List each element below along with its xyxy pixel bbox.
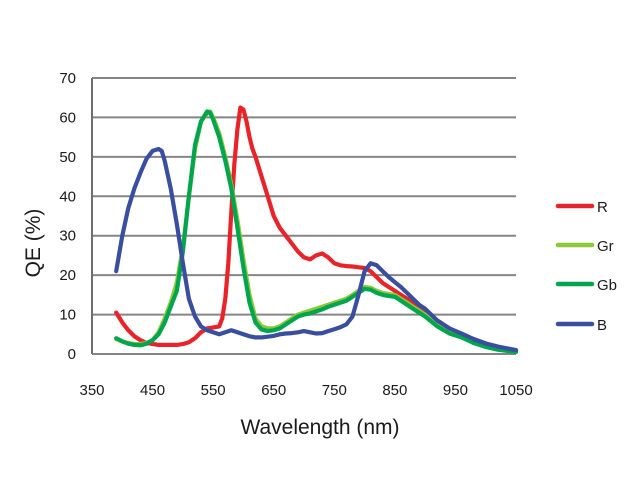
y-tick-label: 0 — [68, 346, 76, 363]
legend-item-gr: Gr — [555, 238, 614, 255]
x-tick-label: 450 — [140, 382, 165, 399]
x-tick-labels: 350 450 550 650 750 850 950 1050 — [79, 382, 532, 399]
x-tick-label: 550 — [201, 382, 226, 399]
series-line-gb — [114, 109, 519, 355]
legend-item-gb: Gb — [555, 277, 617, 294]
legend-label: R — [597, 199, 608, 216]
legend: R Gr Gb B — [555, 199, 617, 334]
y-tick-label: 20 — [59, 267, 76, 284]
y-tick-label: 70 — [59, 70, 76, 87]
x-tick-label: 650 — [261, 382, 286, 399]
y-tick-label: 50 — [59, 149, 76, 166]
y-tick-label: 60 — [59, 109, 76, 126]
legend-label: B — [597, 317, 607, 334]
legend-item-b: B — [555, 317, 607, 334]
x-tick-label: 750 — [322, 382, 347, 399]
legend-label: Gb — [597, 277, 617, 294]
y-tick-label: 40 — [59, 188, 76, 205]
x-tick-label: 350 — [79, 382, 104, 399]
series-line-r — [114, 105, 519, 353]
x-tick-label: 850 — [382, 382, 407, 399]
y-tick-label: 30 — [59, 228, 76, 245]
x-axis-title: Wavelength (nm) — [240, 416, 399, 439]
series-line-b — [114, 146, 519, 353]
y-tick-label: 10 — [59, 307, 76, 324]
x-tick-label: 950 — [443, 382, 468, 399]
y-tick-labels: 0 10 20 30 40 50 60 70 — [59, 70, 76, 363]
legend-label: Gr — [597, 238, 614, 255]
legend-item-r: R — [555, 199, 608, 216]
series-lines — [114, 105, 519, 355]
y-axis-title: QE (%) — [22, 209, 45, 278]
x-tick-label: 1050 — [499, 382, 532, 399]
